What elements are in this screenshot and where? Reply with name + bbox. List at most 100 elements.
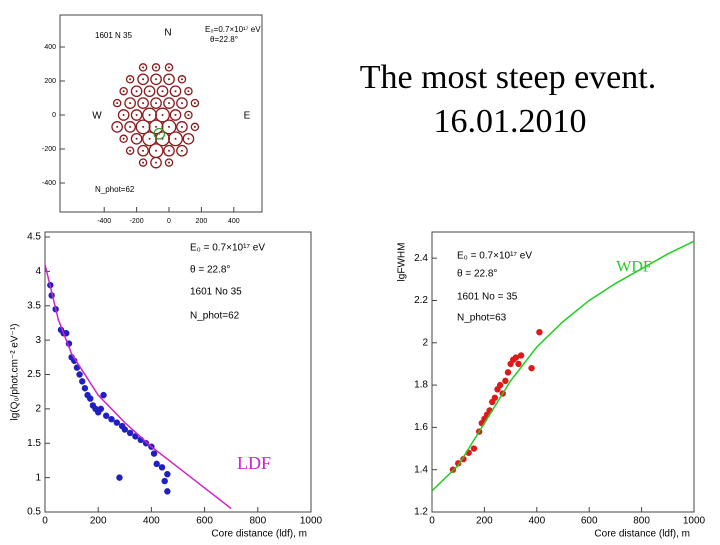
detector-center [142, 78, 145, 81]
detector-center [135, 90, 138, 93]
annotation: θ = 22.8° [190, 265, 230, 276]
annotation: 1601 N 35 [95, 31, 132, 40]
detector-center [168, 102, 170, 105]
detector-center [174, 114, 177, 116]
detector-center [142, 149, 145, 152]
data-point [116, 474, 123, 481]
detector [125, 75, 135, 84]
detector-center [129, 125, 132, 128]
data-point [81, 385, 89, 392]
detector [169, 109, 182, 121]
annotation: N [164, 28, 171, 39]
y-tick-label: 1 [35, 472, 41, 483]
detector [130, 132, 143, 145]
detector [163, 97, 175, 109]
x-tick-label: 1000 [300, 516, 323, 527]
detector-center [168, 149, 170, 152]
plot-frame [431, 231, 695, 513]
data-point [164, 470, 171, 478]
data-point [517, 352, 525, 359]
annotation: LDF [237, 453, 271, 473]
detector-center [155, 66, 158, 69]
detector-center [122, 90, 125, 93]
y-axis-label: lgFWHM [397, 243, 408, 282]
detector [150, 97, 162, 109]
detector [119, 86, 128, 96]
detector [161, 119, 177, 135]
detector-center [180, 125, 183, 128]
data-point [87, 395, 94, 402]
y-tick-label: -200 [42, 146, 56, 153]
detector-center [122, 137, 125, 140]
data-point [150, 450, 158, 457]
detector [137, 97, 149, 109]
data-point [142, 440, 150, 447]
detector [150, 73, 162, 86]
annotation: N_phot=63 [457, 313, 507, 324]
detector [184, 86, 193, 96]
detector-center [155, 102, 158, 105]
detector-center [129, 102, 132, 105]
annotation: θ=22.8° [210, 35, 238, 44]
y-axis-label: lg(Q₀/phot.cm⁻² eV⁻¹) [10, 324, 21, 421]
x-tick-label: 400 [228, 218, 240, 225]
y-tick-label: 0.5 [27, 507, 41, 518]
y-tick-label: 2.4 [414, 253, 428, 264]
detector [111, 121, 124, 133]
detector-center [174, 90, 177, 93]
x-tick-label: 400 [143, 516, 160, 527]
x-tick-label: -400 [97, 218, 111, 225]
x-tick-label: 200 [90, 516, 107, 527]
x-tick-label: 800 [633, 516, 650, 527]
y-tick-label: 4 [35, 266, 41, 277]
slide-date: 16.01.2010 [434, 103, 587, 140]
annotation: E₀ = 0.7×10¹⁷ eV [190, 243, 265, 254]
detector [190, 122, 200, 132]
detector [164, 158, 174, 167]
detector-center [148, 114, 151, 116]
data-point [515, 360, 522, 368]
annotation: 1601 No = 35 [457, 292, 518, 303]
detector-center [187, 114, 190, 116]
y-tick-label: -400 [42, 180, 56, 187]
data-point [158, 464, 166, 471]
detector-center [122, 114, 125, 116]
data-point [102, 412, 110, 419]
annotation: E₀=0.7×10¹⁷ eV [205, 25, 261, 34]
y-tick-label: 1.6 [414, 422, 428, 433]
data-point [100, 391, 107, 399]
x-tick-label: 200 [476, 516, 493, 527]
detector [117, 109, 130, 121]
annotation: N_phot=62 [190, 311, 240, 322]
y-tick-label: 400 [44, 44, 56, 51]
data-point [132, 433, 139, 440]
detector [153, 127, 166, 140]
data-point [161, 477, 168, 485]
y-tick-label: 1.8 [414, 380, 428, 391]
x-axis-label: Core distance (ldf), m [211, 529, 307, 540]
detector [143, 85, 156, 98]
y-tick-label: 2 [35, 404, 41, 415]
y-tick-label: 2.2 [414, 295, 428, 306]
x-tick-label: 800 [249, 516, 266, 527]
data-point [536, 328, 543, 336]
y-tick-label: 3 [35, 335, 41, 346]
data-point [470, 445, 478, 452]
x-tick-label: 0 [42, 516, 48, 527]
y-tick-label: 4.5 [27, 232, 41, 243]
annotation: WDF [616, 259, 652, 276]
x-tick-label: 200 [196, 218, 208, 225]
detector [138, 158, 148, 167]
detector [119, 134, 128, 144]
detector-center [155, 78, 158, 81]
detector [176, 97, 188, 109]
detector-center [155, 149, 158, 152]
detector-center [193, 102, 196, 105]
detector-center [168, 125, 170, 128]
detector [155, 107, 170, 123]
data-point [73, 364, 81, 371]
data-point [528, 364, 535, 372]
detector-center [168, 161, 170, 164]
annotation: 1601 No 35 [190, 287, 242, 298]
